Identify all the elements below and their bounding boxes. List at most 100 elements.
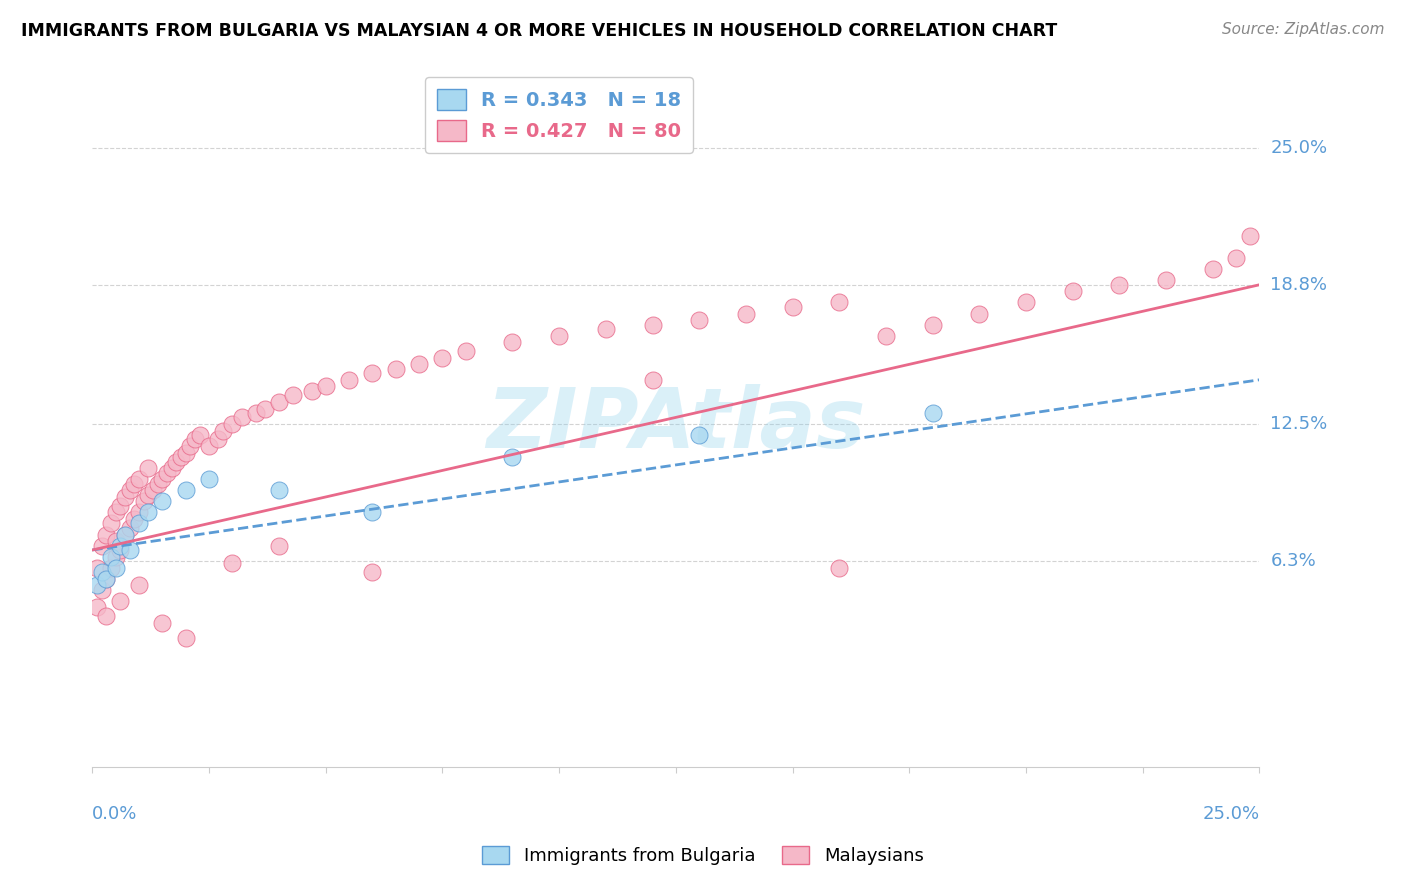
Point — [245, 406, 267, 420]
Point — [96, 572, 118, 586]
Point — [501, 450, 523, 465]
Point — [828, 295, 851, 310]
Point — [174, 446, 197, 460]
Legend: Immigrants from Bulgaria, Malaysians: Immigrants from Bulgaria, Malaysians — [475, 838, 931, 872]
Point — [384, 361, 406, 376]
Point — [734, 306, 756, 320]
Point — [165, 454, 187, 468]
Point — [104, 505, 127, 519]
Point — [198, 472, 221, 486]
Point — [361, 366, 384, 380]
Text: 18.8%: 18.8% — [1271, 276, 1327, 293]
Point — [124, 512, 146, 526]
Point — [100, 516, 122, 531]
Point — [138, 505, 160, 519]
Point — [174, 632, 197, 646]
Point — [267, 539, 290, 553]
Point — [267, 483, 290, 498]
Point — [104, 549, 127, 564]
Point — [1015, 295, 1038, 310]
Point — [118, 521, 141, 535]
Point — [142, 483, 165, 498]
Point — [100, 560, 122, 574]
Point — [160, 461, 183, 475]
Point — [1202, 262, 1225, 277]
Point — [454, 344, 477, 359]
Point — [782, 300, 804, 314]
Point — [1154, 273, 1177, 287]
Point — [96, 527, 118, 541]
Point — [124, 476, 146, 491]
Point — [281, 388, 304, 402]
Point — [86, 560, 108, 574]
Point — [96, 609, 118, 624]
Point — [118, 543, 141, 558]
Point — [110, 539, 132, 553]
Point — [408, 357, 430, 371]
Text: 12.5%: 12.5% — [1271, 415, 1327, 433]
Point — [128, 472, 150, 486]
Text: Source: ZipAtlas.com: Source: ZipAtlas.com — [1222, 22, 1385, 37]
Point — [128, 578, 150, 592]
Point — [150, 472, 173, 486]
Point — [1108, 277, 1130, 292]
Point — [128, 516, 150, 531]
Text: 25.0%: 25.0% — [1271, 139, 1327, 157]
Point — [301, 384, 323, 398]
Point — [337, 373, 360, 387]
Point — [150, 494, 173, 508]
Point — [150, 615, 173, 630]
Point — [100, 549, 122, 564]
Point — [548, 328, 571, 343]
Point — [118, 483, 141, 498]
Point — [361, 505, 384, 519]
Point — [221, 556, 243, 570]
Point — [921, 406, 943, 420]
Text: IMMIGRANTS FROM BULGARIA VS MALAYSIAN 4 OR MORE VEHICLES IN HOUSEHOLD CORRELATIO: IMMIGRANTS FROM BULGARIA VS MALAYSIAN 4 … — [21, 22, 1057, 40]
Point — [361, 565, 384, 579]
Point — [501, 335, 523, 350]
Point — [138, 461, 160, 475]
Text: 25.0%: 25.0% — [1202, 805, 1260, 823]
Point — [114, 527, 136, 541]
Point — [156, 466, 179, 480]
Point — [921, 318, 943, 332]
Point — [184, 433, 207, 447]
Point — [114, 527, 136, 541]
Point — [198, 439, 221, 453]
Point — [254, 401, 277, 416]
Point — [90, 565, 112, 579]
Point — [174, 483, 197, 498]
Point — [90, 582, 112, 597]
Text: ZIPAtlas: ZIPAtlas — [486, 384, 866, 465]
Point — [179, 439, 201, 453]
Text: 0.0%: 0.0% — [93, 805, 138, 823]
Point — [875, 328, 897, 343]
Point — [104, 534, 127, 549]
Text: 6.3%: 6.3% — [1271, 552, 1316, 570]
Point — [212, 424, 235, 438]
Point — [688, 313, 710, 327]
Point — [110, 499, 132, 513]
Point — [231, 410, 253, 425]
Point — [86, 600, 108, 615]
Point — [86, 578, 108, 592]
Point — [641, 373, 664, 387]
Point — [1239, 229, 1261, 244]
Point — [114, 490, 136, 504]
Point — [1225, 252, 1247, 266]
Point — [641, 318, 664, 332]
Point — [110, 594, 132, 608]
Point — [128, 505, 150, 519]
Point — [146, 476, 169, 491]
Point — [688, 428, 710, 442]
Point — [90, 539, 112, 553]
Legend: R = 0.343   N = 18, R = 0.427   N = 80: R = 0.343 N = 18, R = 0.427 N = 80 — [425, 78, 693, 153]
Point — [267, 395, 290, 409]
Point — [96, 572, 118, 586]
Point — [138, 488, 160, 502]
Point — [315, 379, 337, 393]
Point — [188, 428, 211, 442]
Point — [595, 322, 617, 336]
Point — [132, 494, 155, 508]
